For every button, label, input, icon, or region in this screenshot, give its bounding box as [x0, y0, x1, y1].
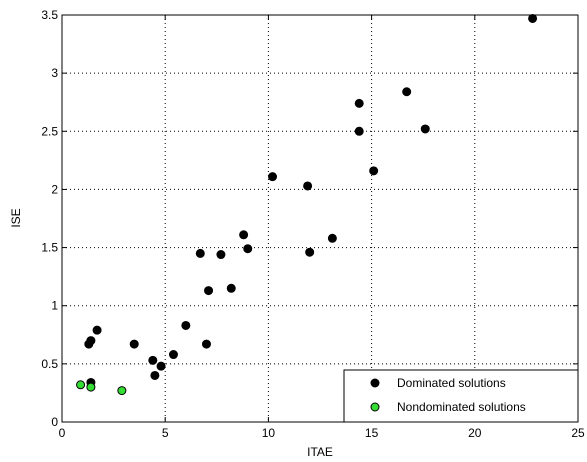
dominated-point — [92, 325, 102, 335]
dominated-point — [156, 361, 166, 371]
dominated-point — [216, 250, 226, 260]
dominated-point — [303, 181, 313, 191]
legend: Dominated solutions Nondominated solutio… — [343, 369, 579, 423]
legend-marker-nondominated — [370, 402, 380, 412]
y-tick-label: 0 — [51, 415, 58, 429]
x-tick-label: 15 — [365, 426, 379, 440]
y-tick-label: 3.5 — [41, 8, 58, 22]
dominated-point — [243, 244, 253, 254]
nondominated-point — [76, 380, 86, 390]
nondominated-point — [86, 382, 96, 392]
dominated-point — [369, 166, 379, 176]
dominated-point — [327, 233, 337, 243]
x-tick-label: 0 — [59, 426, 66, 440]
y-axis-label: ISE — [9, 208, 23, 227]
dominated-point — [168, 350, 178, 360]
y-tick-label: 3 — [51, 66, 58, 80]
dominated-point — [129, 339, 139, 349]
dominated-point — [201, 339, 211, 349]
x-tick-label: 20 — [468, 426, 482, 440]
dominated-point — [150, 370, 160, 380]
x-axis-label: ITAE — [307, 445, 333, 459]
y-tick-label: 2.5 — [41, 124, 58, 138]
dominated-point — [195, 248, 205, 258]
nondominated-point — [117, 386, 127, 396]
y-tick-label: 1 — [51, 299, 58, 313]
x-tick-label: 25 — [571, 426, 585, 440]
data-points — [76, 13, 538, 396]
dominated-point — [86, 336, 96, 346]
x-tick-label: 10 — [262, 426, 276, 440]
dominated-point — [305, 247, 315, 257]
legend-box — [343, 369, 579, 423]
tick-labels: 0 5 10 15 20 25 0 0.5 1 1.5 2 2.5 3 3.5 — [41, 8, 585, 440]
dominated-point — [420, 124, 430, 134]
x-tick-label: 5 — [162, 426, 169, 440]
dominated-point — [148, 355, 158, 365]
dominated-point — [354, 126, 364, 136]
dominated-point — [226, 283, 236, 293]
dominated-point — [528, 13, 538, 23]
plot-area — [61, 14, 579, 423]
y-tick-label: 1.5 — [41, 241, 58, 255]
y-tick-label: 0.5 — [41, 357, 58, 371]
dominated-point — [268, 172, 278, 182]
dominated-point — [181, 320, 191, 330]
y-tick-label: 2 — [51, 182, 58, 196]
dominated-point — [204, 286, 214, 296]
dominated-point — [239, 230, 249, 240]
legend-label-dominated: Dominated solutions — [397, 376, 506, 390]
legend-marker-dominated — [370, 378, 380, 388]
dominated-point — [354, 98, 364, 108]
dominated-point — [402, 87, 412, 97]
legend-label-nondominated: Nondominated solutions — [397, 400, 526, 414]
